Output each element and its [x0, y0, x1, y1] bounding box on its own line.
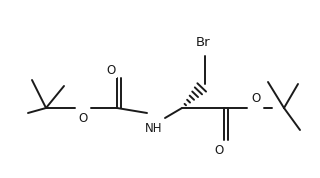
Text: O: O	[214, 143, 224, 156]
Text: NH: NH	[145, 122, 163, 135]
Text: O: O	[106, 64, 116, 77]
Text: O: O	[252, 91, 260, 104]
Text: O: O	[78, 111, 88, 124]
Text: Br: Br	[196, 35, 210, 48]
